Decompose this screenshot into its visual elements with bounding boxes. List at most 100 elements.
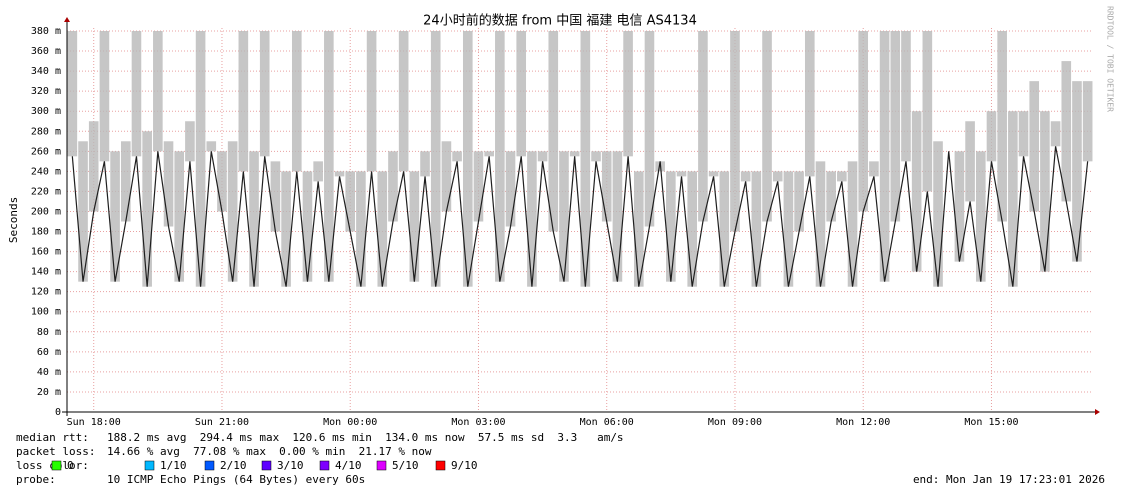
y-tick-label: 220 m — [31, 186, 61, 197]
smoke — [206, 141, 217, 152]
smoke — [153, 31, 163, 152]
smoke — [794, 171, 804, 232]
smoke — [227, 141, 238, 282]
smoke — [516, 31, 527, 157]
legend-label: 4/10 — [335, 459, 362, 472]
smoke — [601, 151, 612, 222]
smoke — [366, 31, 377, 172]
smoke — [1029, 81, 1040, 212]
y-tick-label: 180 m — [31, 227, 61, 238]
smoke — [430, 31, 441, 287]
smoke — [110, 151, 120, 282]
y-tick-label: 280 m — [31, 126, 61, 137]
smoke — [217, 151, 227, 212]
y-tick-label: 140 m — [31, 267, 61, 278]
smoke — [591, 151, 601, 162]
smoke — [334, 171, 345, 177]
smoke — [420, 151, 430, 177]
smoke — [890, 31, 901, 222]
footer-label: median rtt: — [16, 431, 89, 444]
smoke — [975, 151, 986, 282]
smoke — [484, 151, 494, 157]
x-tick-label: Mon 09:00 — [708, 417, 762, 428]
y-tick-label: 240 m — [31, 166, 61, 177]
y-axis-label: Seconds — [7, 197, 20, 243]
smoke — [1072, 81, 1082, 262]
y-tick-label: 80 m — [37, 327, 61, 338]
x-tick-label: Mon 15:00 — [964, 417, 1018, 428]
smoke — [388, 151, 398, 222]
x-tick-label: Mon 06:00 — [580, 417, 634, 428]
smoke — [270, 161, 281, 232]
smoke — [88, 121, 99, 212]
legend-swatch — [51, 460, 62, 471]
smoke — [762, 31, 772, 222]
smoke — [698, 31, 708, 222]
median-line — [71, 146, 1089, 287]
x-tick-label: Sun 21:00 — [195, 417, 249, 428]
smoke — [1040, 111, 1050, 272]
y-tick-label: 360 m — [31, 46, 61, 57]
smoke — [409, 171, 420, 282]
smoke — [441, 141, 452, 212]
footer-label: packet loss: — [16, 445, 95, 458]
smoke — [772, 171, 783, 182]
smoke — [281, 171, 291, 287]
smoke — [740, 171, 751, 182]
smoke — [858, 31, 869, 212]
smoke — [922, 31, 933, 192]
smoke — [259, 31, 270, 157]
y-tick-label: 20 m — [37, 387, 61, 398]
smoke — [473, 151, 484, 222]
smoke — [1050, 121, 1061, 147]
smoke — [901, 31, 911, 162]
smoke — [965, 121, 975, 202]
smoke — [302, 171, 313, 282]
smoke — [580, 31, 591, 287]
smoke — [548, 31, 559, 232]
smoke — [933, 141, 943, 287]
y-tick-label: 100 m — [31, 307, 61, 318]
legend-swatch — [261, 460, 272, 471]
smoke — [687, 171, 698, 287]
smoke — [313, 161, 323, 182]
legend-label: 2/10 — [220, 459, 247, 472]
smoke — [1018, 111, 1029, 157]
smoke — [238, 31, 249, 172]
smoke — [847, 161, 858, 287]
smoke — [185, 121, 195, 162]
legend-swatch — [319, 460, 330, 471]
smoke — [633, 171, 644, 287]
legend-label: 0 — [67, 459, 74, 472]
smoke — [1061, 61, 1072, 202]
smoke — [623, 31, 633, 157]
smoke — [644, 31, 655, 227]
y-tick-label: 340 m — [31, 66, 61, 77]
smoke — [666, 171, 676, 282]
smoke — [67, 31, 78, 157]
side-label: RRDTOOL / TOBI OETIKER — [1106, 6, 1115, 112]
footer-text: 188.2 ms avg 294.4 ms max 120.6 ms min 1… — [107, 431, 624, 444]
smoke — [869, 161, 879, 177]
y-tick-label: 60 m — [37, 347, 61, 358]
smoke — [495, 31, 505, 282]
smoke — [131, 31, 142, 157]
smoke — [1082, 81, 1093, 162]
smoke — [174, 151, 185, 282]
smoke — [291, 31, 302, 172]
legend-swatch — [204, 460, 215, 471]
smoke — [78, 141, 88, 282]
axis-arrow — [64, 17, 70, 22]
smoke — [826, 171, 836, 222]
smoke — [612, 151, 623, 282]
smoke — [537, 151, 548, 162]
smoke — [815, 161, 826, 287]
legend-swatch — [144, 460, 155, 471]
smoke — [997, 31, 1007, 222]
y-tick-label: 120 m — [31, 287, 61, 298]
smoke — [837, 171, 847, 182]
legend-swatch — [376, 460, 387, 471]
smoke — [676, 171, 687, 177]
smoke — [462, 31, 473, 287]
